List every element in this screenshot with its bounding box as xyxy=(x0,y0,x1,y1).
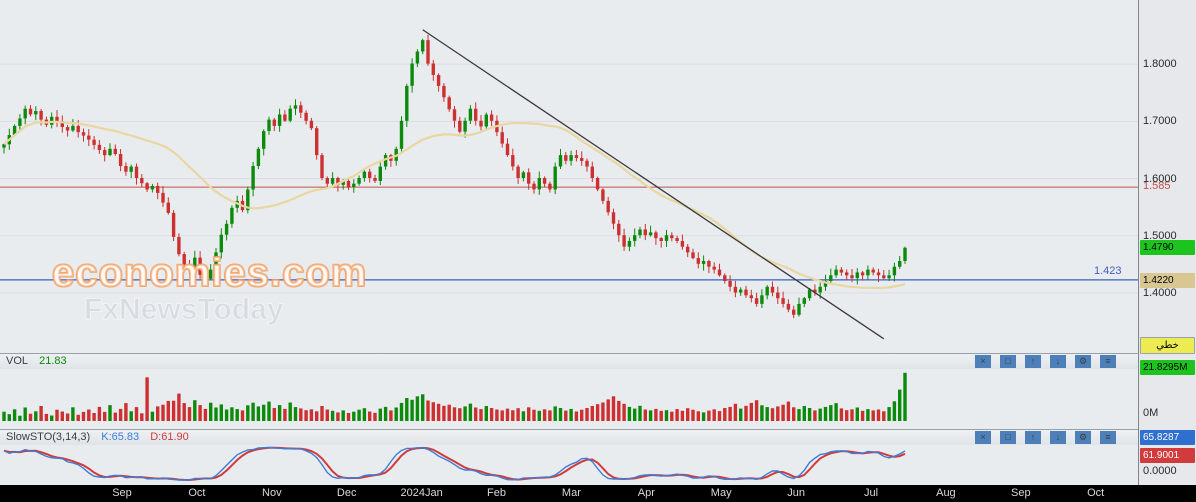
stochastic-pane-header: SlowSTO(3,14,3) K:65.83 D:61.90 × □ ↑ ↓ ⚙ ≡ xyxy=(0,429,1138,445)
close-icon[interactable]: × xyxy=(975,431,991,444)
arrow-down-icon[interactable]: ↓ xyxy=(1050,431,1066,444)
arrow-up-icon[interactable]: ↑ xyxy=(1025,355,1041,368)
volume-value-badge: 21.8295M xyxy=(1140,360,1195,375)
stochastic-d-value: D:61.90 xyxy=(150,431,189,443)
time-axis-label: Nov xyxy=(262,487,282,499)
volume-pane-header: VOL 21.83 × □ ↑ ↓ ⚙ ≡ xyxy=(0,353,1138,369)
stochastic-indicator-label: SlowSTO(3,14,3) xyxy=(6,431,91,443)
time-axis-label: Feb xyxy=(487,487,506,499)
menu-icon[interactable]: ≡ xyxy=(1100,355,1116,368)
time-axis-label: Jun xyxy=(787,487,805,499)
time-axis[interactable]: Sep Oct Nov Dec 2024Jan Feb Mar Apr May Jun Jul Aug… xyxy=(0,485,1196,502)
close-icon[interactable]: × xyxy=(975,355,991,368)
time-axis-label: Oct xyxy=(188,487,206,499)
volume-zero-label: 0M xyxy=(1143,407,1159,419)
volume-indicator-label: VOL xyxy=(6,355,29,367)
resistance-level-label: 1.585 xyxy=(1143,180,1171,193)
volume-pane[interactable] xyxy=(0,368,1138,421)
time-axis-label: May xyxy=(710,487,732,499)
stochastic-lines-svg[interactable] xyxy=(0,444,1138,484)
volume-indicator-value: 21.83 xyxy=(39,355,67,367)
price-tick-label: 1.7000 xyxy=(1143,115,1177,128)
scale-mode-badge[interactable]: خطي xyxy=(1140,337,1195,354)
settings-icon[interactable]: ⚙ xyxy=(1075,355,1091,368)
time-axis-label: Oct xyxy=(1087,487,1105,499)
candlestick-chart-svg[interactable] xyxy=(0,0,1138,353)
last-price-badge: 1.4790 xyxy=(1140,239,1195,255)
price-tick-label: 1.6000 xyxy=(1143,172,1177,185)
settings-icon[interactable]: ⚙ xyxy=(1075,431,1091,444)
stochastic-k-badge: 65.8287 xyxy=(1140,430,1195,445)
support-level-label: 1.423 xyxy=(1094,264,1122,277)
time-axis-label: Aug xyxy=(936,487,956,499)
time-axis-label: Sep xyxy=(112,487,132,499)
price-pane[interactable]: economies.com FxNewsToday 1.423 xyxy=(0,0,1138,353)
time-axis-label: Sep xyxy=(1011,487,1031,499)
volume-pane-toolbar: × □ ↑ ↓ ⚙ ≡ xyxy=(975,355,1124,368)
stochastic-pane-toolbar: × □ ↑ ↓ ⚙ ≡ xyxy=(975,431,1124,444)
stochastic-k-value: K:65.83 xyxy=(101,431,140,443)
price-tick-label: 1.8000 xyxy=(1143,58,1177,71)
ma-value-badge: 1.4220 xyxy=(1140,273,1195,289)
stochastic-d-badge: 61.9001 xyxy=(1140,448,1195,463)
stochastic-pane[interactable] xyxy=(0,444,1138,484)
arrow-down-icon[interactable]: ↓ xyxy=(1050,355,1066,368)
price-tick-label: 1.4000 xyxy=(1143,287,1177,300)
price-axis[interactable]: 1.585 1.4790 1.4220 خطي 21.8295M 0M 65.8… xyxy=(1138,0,1196,485)
time-axis-label: Dec xyxy=(336,487,357,499)
time-axis-label: Jul xyxy=(863,487,879,499)
restore-icon[interactable]: □ xyxy=(1000,355,1016,368)
time-axis-label: 2024Jan xyxy=(400,487,443,499)
price-tick-label: 1.5000 xyxy=(1143,229,1177,242)
time-axis-label: Mar xyxy=(561,487,581,499)
stochastic-zero-label: 0.0000 xyxy=(1143,465,1177,477)
menu-icon[interactable]: ≡ xyxy=(1100,431,1116,444)
arrow-up-icon[interactable]: ↑ xyxy=(1025,431,1041,444)
time-axis-label: Apr xyxy=(637,487,655,499)
volume-bars-svg[interactable] xyxy=(0,368,1138,421)
restore-icon[interactable]: □ xyxy=(1000,431,1016,444)
